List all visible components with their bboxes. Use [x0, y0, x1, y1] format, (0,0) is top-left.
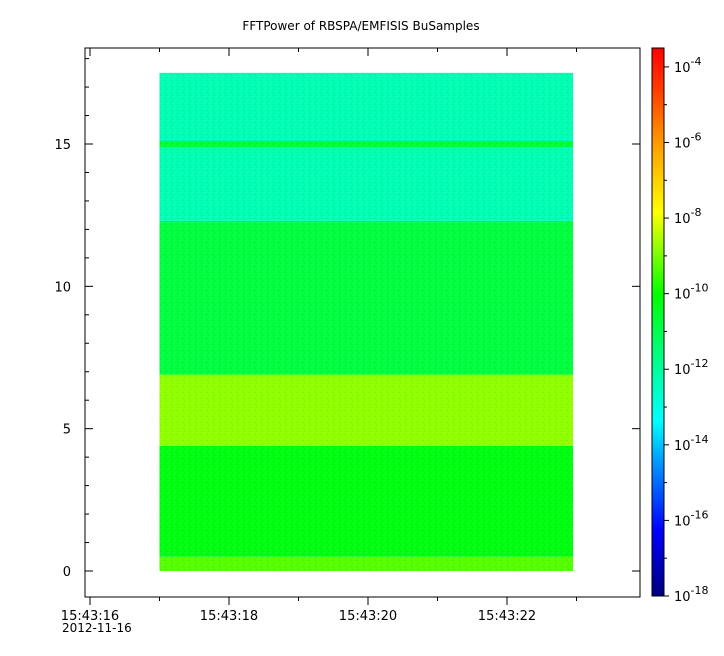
colorbar-tick-label-1: 10-6	[674, 130, 702, 151]
x-tick-label-3: 15:43:22	[478, 609, 536, 624]
x-tick-label-0: 15:43:16	[61, 609, 119, 624]
colorbar-tick-label-2: 10-8	[674, 206, 702, 227]
x-tick-label-1: 15:43:18	[200, 609, 258, 624]
colorbar-axis: 10-4 10-6 10-8 10-10 10-12 10-14 10-16 10-18	[664, 55, 709, 605]
x-tick-label-2: 15:43:20	[339, 609, 397, 624]
colorbar	[651, 47, 665, 597]
chart-title: FFTPower of RBSPA/EMFISIS BuSamples	[242, 19, 479, 33]
y-tick-label-1: 5	[63, 423, 71, 438]
colorbar-tick-label-3: 10-10	[674, 282, 709, 303]
colorbar-tick-label-0: 10-4	[674, 55, 702, 76]
y-tick-label-2: 10	[54, 280, 71, 295]
y-axis: 0 5 10 15	[54, 58, 640, 580]
y-tick-label-0: 0	[63, 565, 71, 580]
spectrogram-texture	[159, 72, 574, 571]
colorbar-tick-label-5: 10-14	[674, 433, 709, 454]
x-axis: 15:43:16 15:43:18 15:43:20 15:43:22	[61, 48, 577, 624]
colorbar-tick-label-4: 10-12	[674, 357, 709, 378]
colorbar-tick-label-6: 10-16	[674, 508, 709, 529]
colorbar-tick-label-7: 10-18	[674, 584, 709, 605]
y-tick-label-3: 15	[54, 138, 71, 153]
x-date-label: 2012-11-16	[62, 621, 132, 635]
